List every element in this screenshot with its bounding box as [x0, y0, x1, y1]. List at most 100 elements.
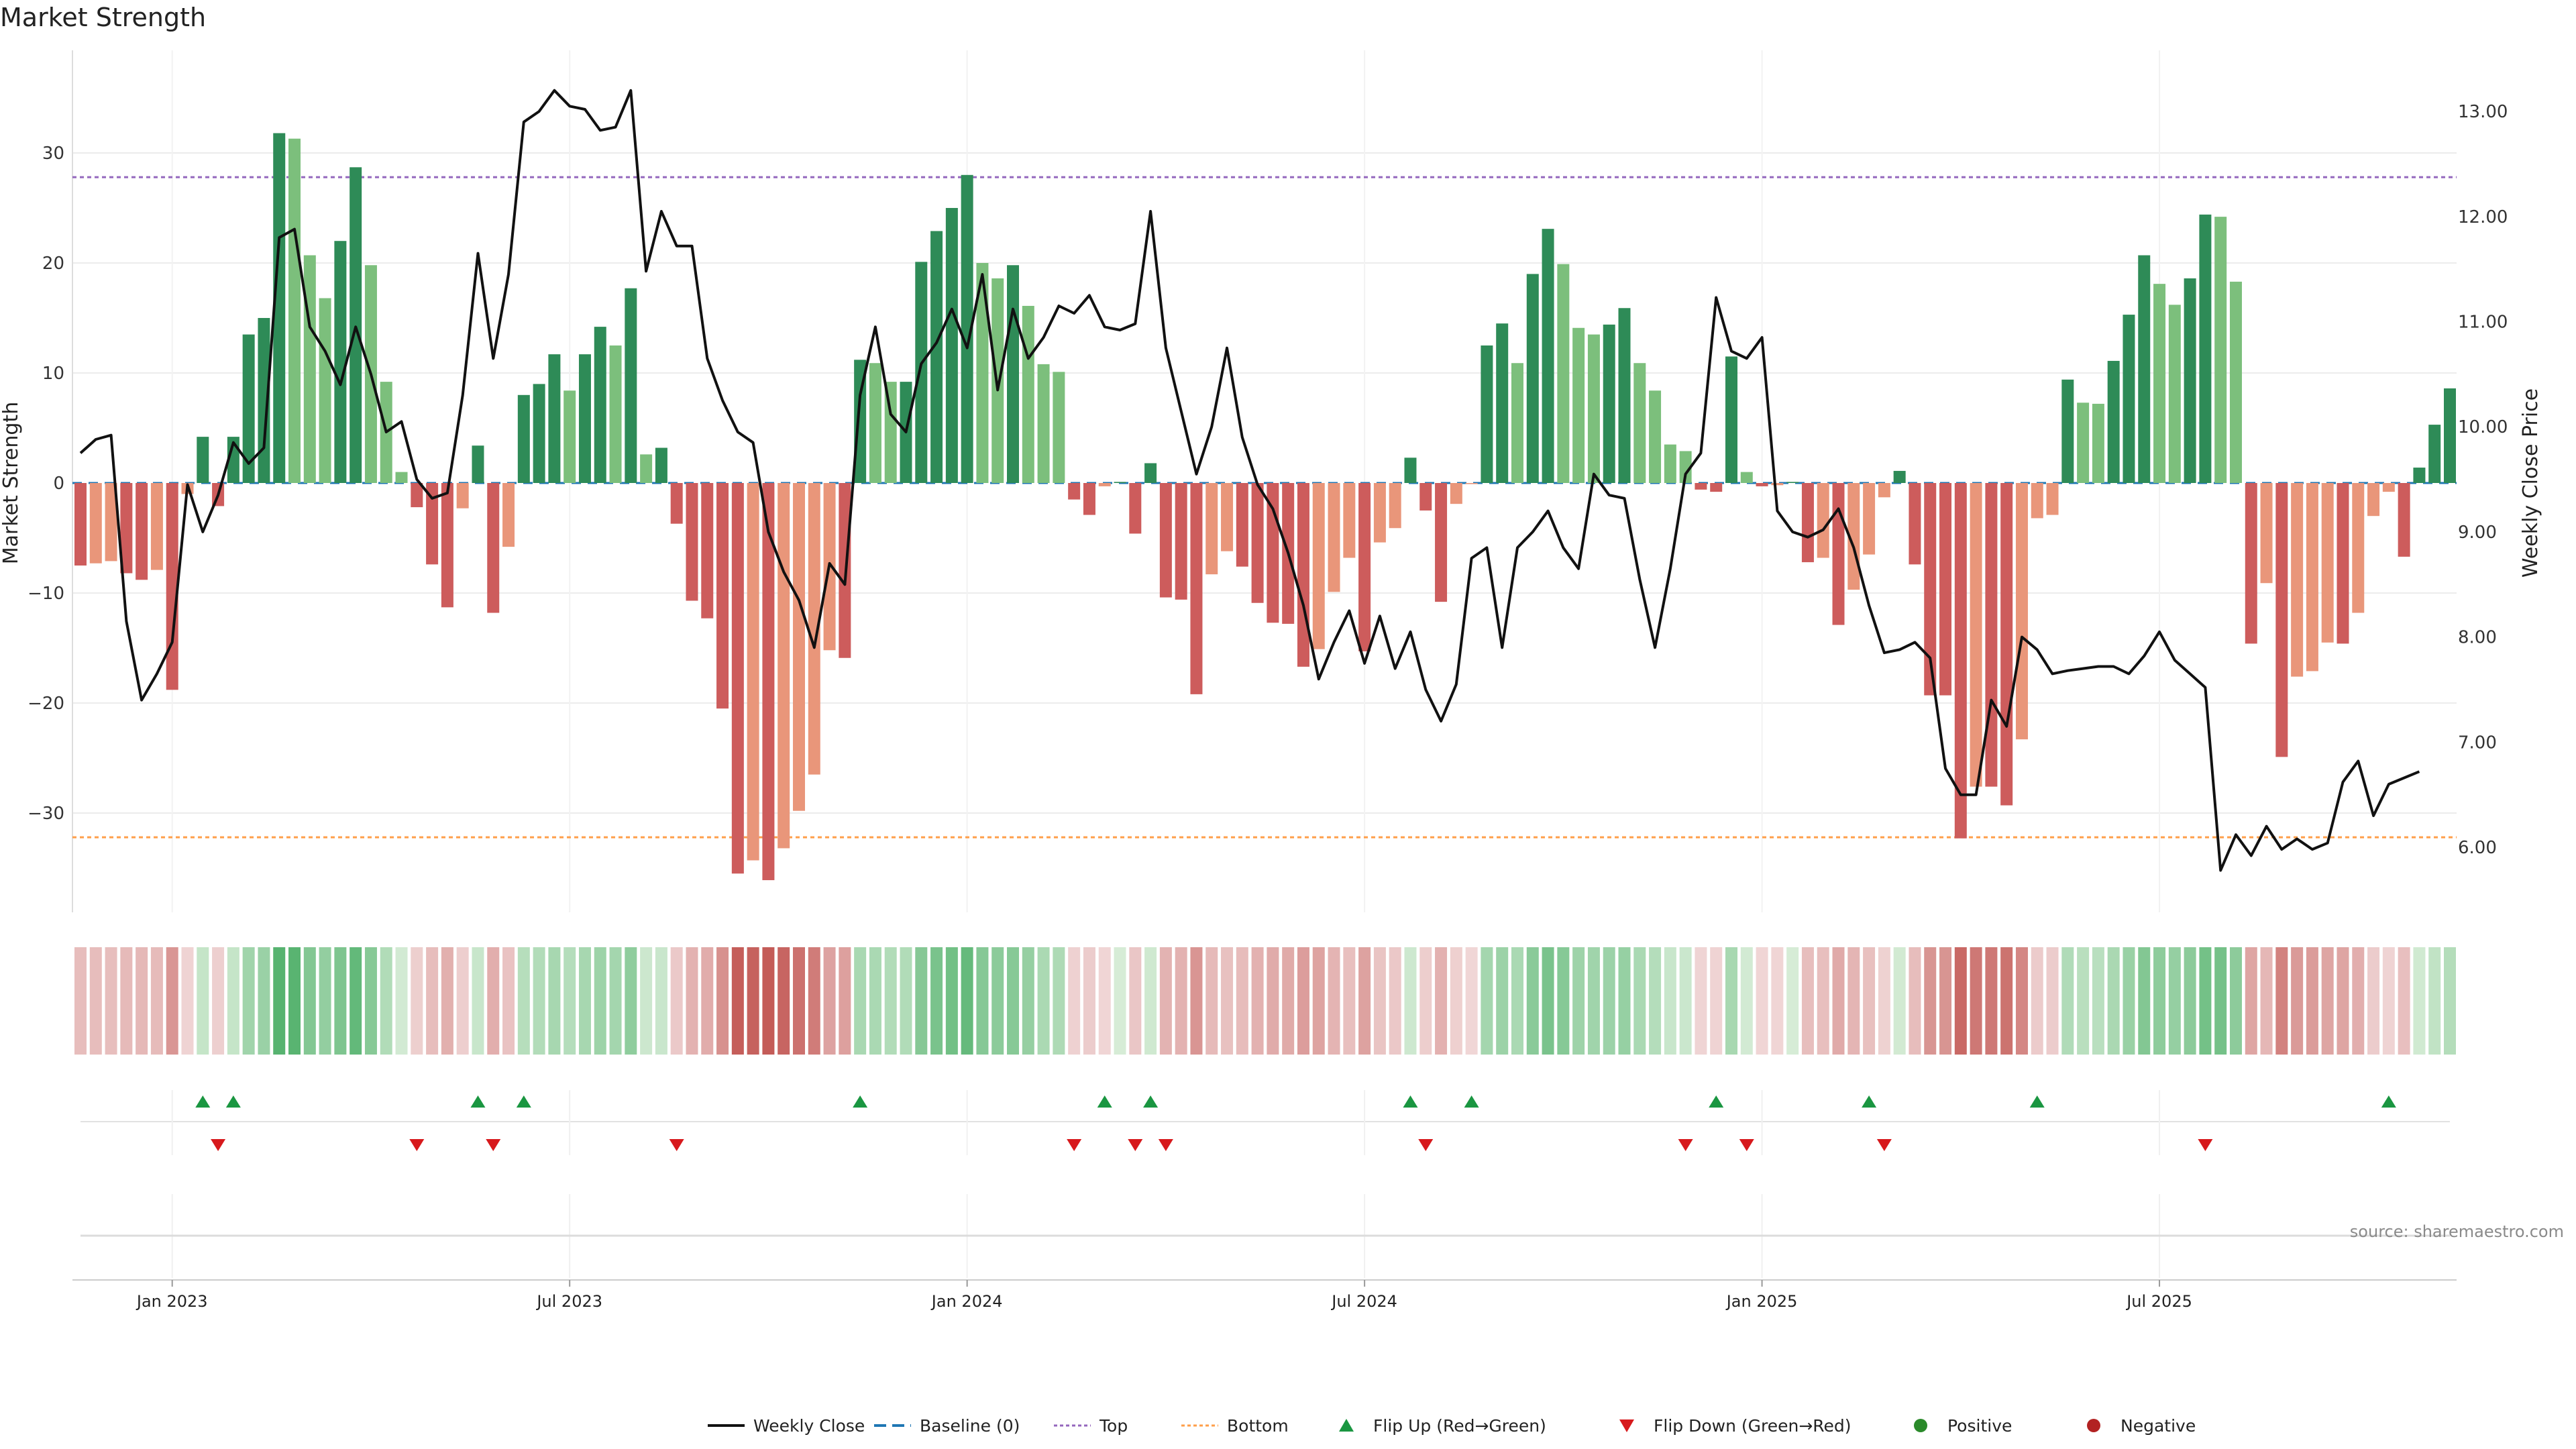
heat-cell [1954, 947, 1967, 1055]
heat-cell [1404, 947, 1417, 1055]
strength-bar [2168, 305, 2181, 483]
strength-bar [1068, 483, 1081, 500]
strength-bar [1175, 483, 1187, 600]
left-axis: −30 −20 −10 0 10 20 30 Market Strength [0, 144, 64, 824]
strength-bar [1496, 323, 1509, 483]
heat-cell [670, 947, 683, 1055]
strength-bar [1526, 274, 1539, 483]
strength-bar [273, 133, 286, 484]
flip-up-marker [225, 1095, 241, 1108]
strength-bar [2352, 483, 2365, 613]
strength-bar [1373, 483, 1386, 543]
y2-tick-label: 7.00 [2458, 733, 2497, 753]
strength-bar [456, 483, 469, 508]
strength-bar [1756, 483, 1768, 486]
strength-bar [548, 354, 561, 483]
strength-bar [136, 483, 148, 580]
heat-cell [533, 947, 545, 1055]
heat-cell [2123, 947, 2135, 1055]
strength-bar [1832, 483, 1845, 625]
heat-cell [1419, 947, 1432, 1055]
heat-cell [2015, 947, 2028, 1055]
strength-bar [2077, 402, 2090, 483]
strength-bar [2337, 483, 2349, 644]
heat-cell [502, 947, 515, 1055]
strength-bar [1022, 305, 1034, 483]
x-tick-label: Jul 2024 [1330, 1292, 1397, 1311]
heat-cell [1618, 947, 1631, 1055]
heat-cell [609, 947, 622, 1055]
strength-bar [961, 174, 973, 483]
strength-bar [197, 437, 209, 483]
heat-cell [808, 947, 820, 1055]
strength-bar [1312, 483, 1325, 649]
strength-bar [441, 483, 453, 608]
heat-cell [1297, 947, 1309, 1055]
heat-cell [319, 947, 331, 1055]
flip-down-marker [669, 1139, 684, 1151]
heat-cell [273, 947, 286, 1055]
strength-bar [915, 262, 928, 483]
heat-cell [777, 947, 790, 1055]
heat-cell [869, 947, 881, 1055]
legend-label: Flip Up (Red→Green) [1373, 1416, 1546, 1436]
strength-bar [976, 263, 989, 483]
heat-cell [1526, 947, 1539, 1055]
strength-bar [2046, 483, 2059, 515]
heat-cell [1450, 947, 1462, 1055]
strength-bar [2367, 483, 2380, 517]
strength-bar [2398, 483, 2410, 557]
chart-title: Market Strength [0, 3, 207, 32]
heat-cell [1664, 947, 1676, 1055]
heat-cell [2382, 947, 2395, 1055]
heat-cell [1343, 947, 1356, 1055]
y-axis-title: Market Strength [0, 402, 23, 564]
heat-cell [1007, 947, 1020, 1055]
strength-bar [303, 255, 316, 483]
heat-cell [1710, 947, 1723, 1055]
strength-bar [1465, 483, 1478, 484]
strength-bar [2275, 483, 2288, 757]
strength-bars [74, 133, 2456, 881]
heat-cell [1939, 947, 1952, 1055]
strength-bar [808, 483, 820, 775]
strength-bar [945, 208, 958, 483]
lower-panel [80, 1194, 2450, 1278]
strength-bar [2428, 425, 2441, 483]
strength-bar [166, 483, 178, 690]
y2-tick-label: 13.00 [2458, 102, 2508, 122]
strength-bar [625, 288, 637, 483]
heat-cell [197, 947, 209, 1055]
strength-bar [1740, 472, 1753, 483]
heat-cell [1435, 947, 1448, 1055]
heat-cell [900, 947, 912, 1055]
legend-label: Flip Down (Green→Red) [1654, 1416, 1851, 1436]
flip-down-marker [1128, 1139, 1143, 1151]
heat-cell [1557, 947, 1570, 1055]
heat-cell [2291, 947, 2304, 1055]
heat-cell [2092, 947, 2104, 1055]
heat-cell [350, 947, 362, 1055]
strength-bar [1343, 483, 1356, 558]
flip-down-marker [409, 1139, 425, 1151]
strength-bar [1557, 264, 1570, 483]
heat-cell [2444, 947, 2456, 1055]
flip-down-marker [1158, 1139, 1173, 1151]
legend-item-tri_down: Flip Down (Green→Red) [1619, 1416, 1851, 1436]
flip-up-marker [1709, 1095, 1724, 1108]
heat-cell [747, 947, 759, 1055]
heat-cell [1083, 947, 1095, 1055]
strength-bar [701, 483, 714, 619]
heat-cell [839, 947, 851, 1055]
legend-marker-positive [1914, 1419, 1927, 1432]
strength-bar [1801, 483, 1814, 563]
strength-bar [578, 354, 591, 483]
strength-bar [1710, 483, 1723, 492]
heat-cell [1022, 947, 1034, 1055]
strength-bar [2199, 214, 2212, 483]
strength-bar [2015, 483, 2028, 740]
legend-marker-flip-up [1339, 1419, 1354, 1432]
heat-cell [74, 947, 87, 1055]
heat-cell [1679, 947, 1692, 1055]
strength-bar [1909, 483, 1921, 565]
